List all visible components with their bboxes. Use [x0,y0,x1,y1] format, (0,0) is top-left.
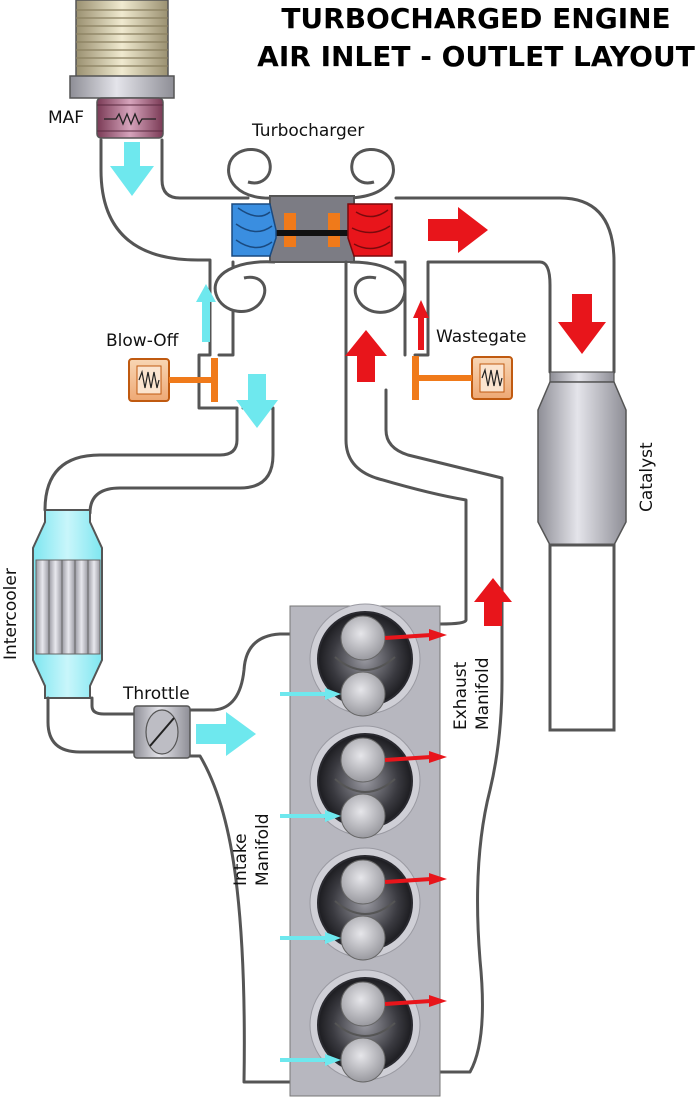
exhaust-valve-1 [340,615,386,661]
label-intake-manifold-line1: Intake [231,833,251,886]
arrow-exhaust-up-2 [474,578,512,626]
arrow-intake-right [196,712,256,756]
title-line-2: AIR INLET - OUTLET LAYOUT [257,40,695,73]
intake-valve-1 [340,671,386,717]
arrow-exhaust-down [558,294,606,354]
arrow-intake-down-2 [236,374,278,428]
catalytic-converter [537,371,627,732]
intercooler-outlet-pipe [46,632,292,1084]
intake-pipe-inner [88,138,275,515]
arrow-intake-down-1 [110,142,154,196]
arrow-exhaust-right [428,207,488,253]
exhaust-valve-3 [340,859,386,905]
exhaust-port-arrow-4 [384,999,432,1006]
maf-sensor [96,97,164,139]
intake-valve-4 [340,1037,386,1083]
exhaust-valve-4 [340,981,386,1027]
throttle-body [133,705,191,759]
turbocharger [213,148,407,314]
arrow-wastegate-up [413,300,429,350]
exhaust-port-arrow-3 [384,877,432,884]
label-blow-off: Blow-Off [106,331,180,351]
label-turbocharger: Turbocharger [251,121,364,141]
arrow-blowoff-up [196,284,216,342]
intercooler [32,509,103,699]
title-line-1: TURBOCHARGED ENGINE [281,2,670,35]
cylinder-bank [280,603,447,1083]
air-filter [69,0,175,99]
exhaust-port-arrow-1 [384,633,432,640]
arrow-exhaust-up-1 [345,330,387,382]
exhaust-outlet-pipe [394,196,616,374]
label-wastegate: Wastegate [436,327,526,347]
blow-off-valve [128,358,218,402]
label-throttle: Throttle [122,684,190,704]
intake-pipe-outer [43,138,239,512]
exhaust-port-arrow-2 [384,755,432,762]
label-exhaust-manifold-line2: Manifold [473,658,493,730]
label-catalyst: Catalyst [637,442,657,512]
intake-valve-3 [340,915,386,961]
label-intercooler: Intercooler [1,568,21,660]
label-maf: MAF [48,108,84,128]
exhaust-valve-2 [340,737,386,783]
intake-valve-2 [340,793,386,839]
wastegate [412,356,513,400]
label-intake-manifold-line2: Manifold [253,814,273,886]
exhaust-feed-pipe [344,260,504,1074]
label-exhaust-manifold-line1: Exhaust [451,661,471,730]
